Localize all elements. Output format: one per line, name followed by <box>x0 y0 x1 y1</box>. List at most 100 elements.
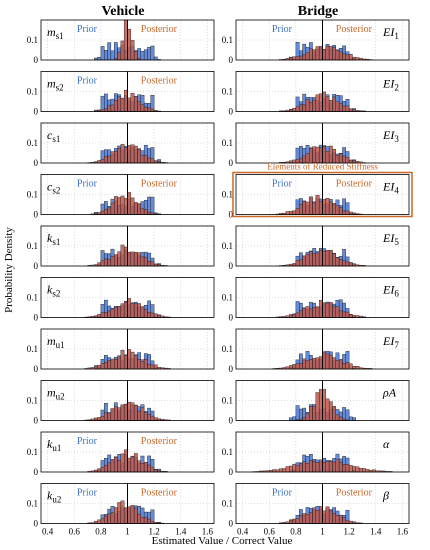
posterior-bar <box>312 49 317 61</box>
posterior-bar <box>299 259 303 267</box>
x-tick-label: 1 <box>125 527 130 537</box>
panel-rhoA: 0 0.1 ρA <box>222 380 410 426</box>
posterior-bar <box>104 209 108 215</box>
posterior-bar <box>305 201 310 215</box>
y-tick-label: 0.1 <box>222 190 233 200</box>
posterior-bar <box>292 314 297 318</box>
x-tick-label: 1.2 <box>148 527 159 537</box>
posterior-bar <box>345 261 350 267</box>
posterior-bar <box>332 305 337 318</box>
parameter-subscript: 2 <box>394 83 399 93</box>
posterior-bar <box>143 358 148 370</box>
legend-posterior-label: Posterior <box>141 179 178 190</box>
posterior-bar <box>150 415 155 421</box>
posterior-bar <box>295 106 300 112</box>
posterior-bar <box>120 404 125 421</box>
posterior-bar <box>308 359 313 370</box>
parameter-subscript: s1 <box>52 237 60 247</box>
y-tick-label: 0 <box>229 416 234 426</box>
y-axis-label: Probability Density <box>3 227 15 313</box>
y-tick-label: 0.1 <box>222 87 233 97</box>
posterior-bar <box>348 363 353 370</box>
parameter-subscript: 5 <box>394 237 399 247</box>
posterior-bar <box>325 45 330 61</box>
posterior-bar <box>312 406 317 421</box>
posterior-bar <box>338 310 343 318</box>
y-tick-label: 0.1 <box>222 396 233 406</box>
prior-bar <box>113 42 118 61</box>
posterior-bar <box>282 468 287 473</box>
posterior-bar <box>355 466 360 473</box>
posterior-bar <box>305 306 310 318</box>
y-tick-label: 0.1 <box>222 241 233 251</box>
y-tick-label: 0 <box>229 107 234 117</box>
y-tick-label: 0 <box>229 261 234 271</box>
posterior-bar <box>130 40 135 61</box>
y-tick-label: 0.1 <box>222 138 233 148</box>
posterior-bar <box>332 406 337 421</box>
posterior-bar <box>133 405 138 421</box>
posterior-bar <box>100 416 105 421</box>
posterior-bar <box>107 513 112 524</box>
posterior-bar <box>342 464 346 473</box>
annotation-box <box>232 171 413 218</box>
posterior-bar <box>302 358 307 370</box>
posterior-bar <box>100 363 105 370</box>
posterior-bar <box>133 453 138 473</box>
posterior-bar <box>295 465 300 473</box>
x-tick-label: 1.4 <box>370 527 382 537</box>
x-tick-label: 1.6 <box>202 527 214 537</box>
posterior-bar <box>292 56 297 61</box>
posterior-bar <box>137 252 142 267</box>
panel-frame <box>235 277 410 318</box>
posterior-bar <box>325 353 330 370</box>
panel-frame <box>40 277 215 318</box>
posterior-bar <box>130 303 135 318</box>
posterior-bar <box>325 302 330 318</box>
posterior-bar <box>285 466 290 473</box>
prior-bar <box>295 405 300 421</box>
posterior-bar <box>352 466 356 473</box>
posterior-bar <box>332 253 337 267</box>
posterior-bar <box>97 262 102 267</box>
posterior-bar <box>113 196 118 215</box>
posterior-bar <box>305 99 310 112</box>
posterior-bar <box>305 360 310 370</box>
posterior-bar <box>104 362 108 370</box>
x-tick-label: 1.4 <box>175 527 187 537</box>
posterior-bar <box>137 359 142 370</box>
posterior-bar <box>117 356 122 370</box>
posterior-bar <box>147 312 151 318</box>
posterior-bar <box>335 459 340 473</box>
posterior-bar <box>140 256 145 267</box>
posterior-bar <box>342 517 346 524</box>
posterior-bar <box>120 244 125 267</box>
posterior-bar <box>325 398 330 421</box>
posterior-bar <box>328 249 333 267</box>
prior-bar <box>150 45 155 61</box>
posterior-bar <box>325 506 330 524</box>
posterior-bar <box>117 306 122 318</box>
posterior-bar <box>302 104 307 112</box>
posterior-bar <box>140 361 145 370</box>
posterior-bar <box>137 410 142 421</box>
posterior-bar <box>117 502 122 524</box>
y-tick-label: 0.1 <box>27 35 38 45</box>
posterior-bar <box>133 51 138 61</box>
parameter-subscript: s1 <box>52 134 60 144</box>
posterior-bar <box>97 313 102 318</box>
y-tick-label: 0.1 <box>222 35 233 45</box>
y-tick-label: 0.1 <box>27 241 38 251</box>
y-tick-label: 0.1 <box>27 344 38 354</box>
posterior-bar <box>345 54 350 61</box>
posterior-bar <box>137 460 142 473</box>
posterior-bar <box>342 311 346 318</box>
posterior-bar <box>130 456 135 473</box>
posterior-bar <box>335 50 340 61</box>
posterior-bar <box>308 512 313 524</box>
